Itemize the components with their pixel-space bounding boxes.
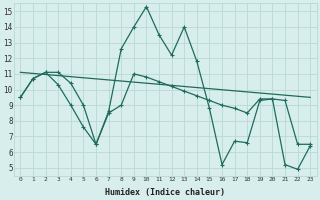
X-axis label: Humidex (Indice chaleur): Humidex (Indice chaleur) (105, 188, 225, 197)
